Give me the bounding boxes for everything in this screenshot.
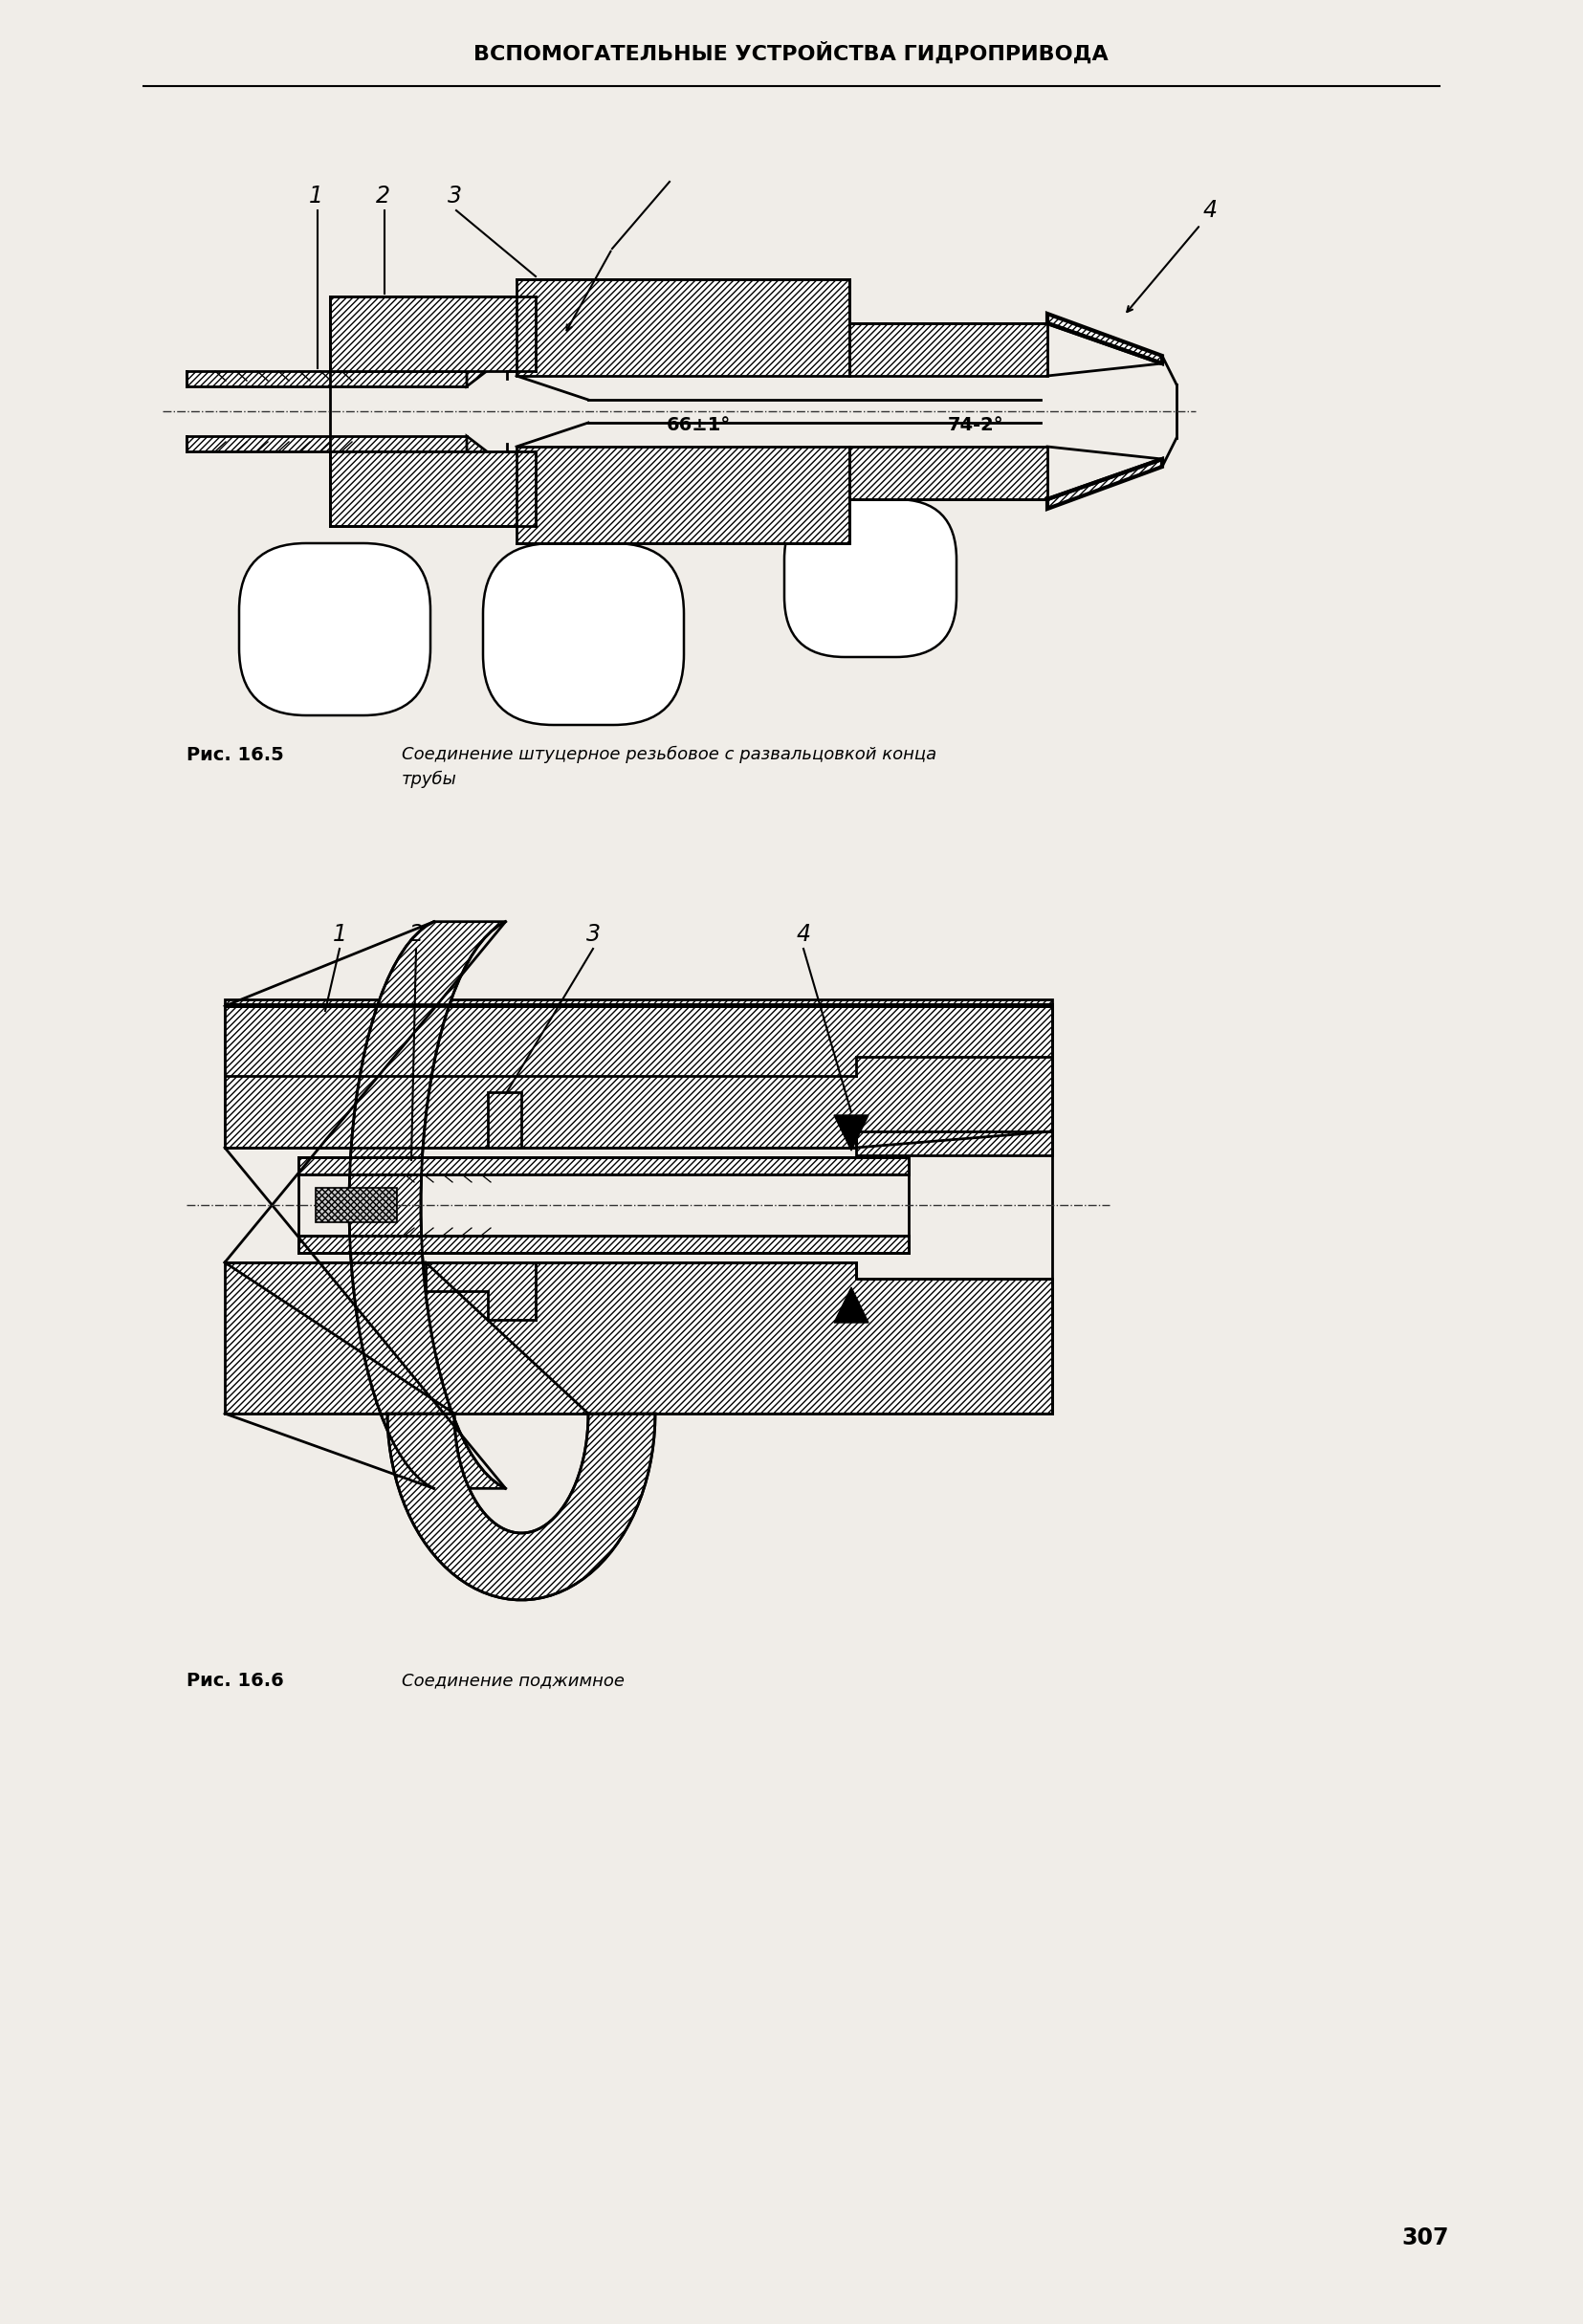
Polygon shape: [225, 1262, 1053, 1413]
Text: 2: 2: [375, 184, 389, 207]
Polygon shape: [834, 1287, 869, 1322]
Polygon shape: [315, 1188, 397, 1222]
Polygon shape: [467, 330, 524, 386]
Text: Соединение штуцерное резьбовое с развальцовкой конца
трубы: Соединение штуцерное резьбовое с разваль…: [402, 746, 937, 788]
Text: 1: 1: [309, 184, 323, 207]
Text: ВСПОМОГАТЕЛЬНЫЕ УСТРОЙСТВА ГИДРОПРИВОДА: ВСПОМОГАТЕЛЬНЫЕ УСТРОЙСТВА ГИДРОПРИВОДА: [473, 42, 1108, 63]
Text: Соединение поджимное: Соединение поджимное: [402, 1671, 625, 1690]
FancyBboxPatch shape: [784, 500, 956, 658]
Polygon shape: [225, 1006, 1053, 1148]
Text: 4: 4: [796, 923, 810, 946]
FancyBboxPatch shape: [239, 544, 431, 716]
Polygon shape: [187, 372, 467, 386]
Polygon shape: [187, 437, 467, 451]
Polygon shape: [329, 297, 535, 372]
FancyBboxPatch shape: [483, 544, 684, 725]
Polygon shape: [225, 999, 1053, 1155]
Polygon shape: [1048, 314, 1162, 363]
Text: 3: 3: [586, 923, 600, 946]
Polygon shape: [834, 1116, 869, 1150]
Polygon shape: [488, 1092, 521, 1148]
Polygon shape: [299, 1157, 909, 1174]
Text: 66±1°: 66±1°: [666, 416, 730, 435]
Text: 4: 4: [1203, 200, 1217, 221]
Polygon shape: [516, 279, 850, 376]
Polygon shape: [516, 446, 850, 544]
Text: Рис. 16.5: Рис. 16.5: [187, 746, 283, 765]
Text: 74-2°: 74-2°: [948, 416, 1004, 435]
Polygon shape: [850, 323, 1048, 376]
Polygon shape: [350, 923, 505, 1487]
Polygon shape: [225, 1004, 1053, 1076]
Text: 2: 2: [408, 923, 423, 946]
Text: 307: 307: [1401, 2226, 1448, 2250]
Text: 1: 1: [332, 923, 347, 946]
Polygon shape: [850, 446, 1048, 500]
Polygon shape: [388, 1413, 655, 1599]
Polygon shape: [1048, 460, 1162, 509]
Polygon shape: [467, 437, 524, 493]
Polygon shape: [299, 1236, 909, 1253]
Text: Рис. 16.6: Рис. 16.6: [187, 1671, 283, 1690]
Polygon shape: [329, 451, 535, 525]
Text: 3: 3: [446, 184, 462, 207]
